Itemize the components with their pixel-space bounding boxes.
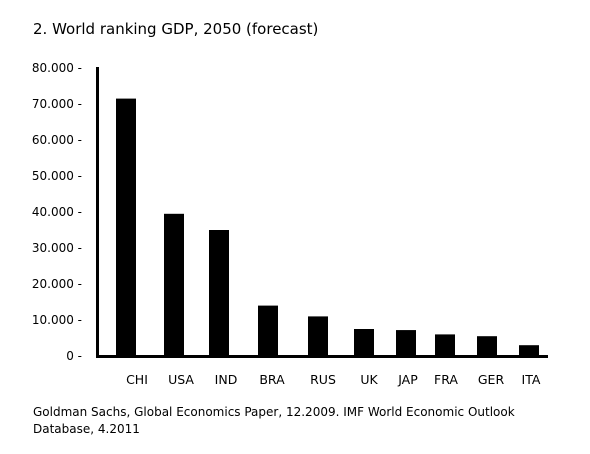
x-tick-label-ind: IND [215, 372, 238, 387]
x-tick-label-jap: JAP [397, 372, 418, 387]
y-tick-label: 40.000 - [32, 205, 82, 219]
x-tick-label-bra: BRA [259, 372, 285, 387]
x-tick-label-uk: UK [360, 372, 378, 387]
y-axis-ticks: 0 - 10.000 - 20.000 - 30.000 - 40.000 - 50.00… [32, 61, 82, 363]
bar-jap [396, 330, 416, 356]
x-tick-label-chi: CHI [126, 372, 148, 387]
bar-ind [209, 230, 229, 356]
bar-ita [519, 345, 539, 356]
bar-fra [435, 334, 455, 356]
y-tick-label: 20.000 - [32, 277, 82, 291]
x-tick-label-usa: USA [168, 372, 194, 387]
x-axis-labels: CHI USA IND BRA RUS UK JAP FRA GER ITA [126, 372, 541, 387]
y-tick-label: 0 - [66, 349, 82, 363]
x-tick-label-fra: FRA [434, 372, 458, 387]
bar-usa [164, 213, 184, 356]
y-tick-label: 70.000 - [32, 97, 82, 111]
y-tick-label: 80.000 - [32, 61, 82, 75]
bars [116, 98, 539, 356]
y-tick-label: 30.000 - [32, 241, 82, 255]
y-tick-label: 10.000 - [32, 313, 82, 327]
chart-title: 2. World ranking GDP, 2050 (forecast) [33, 20, 319, 38]
bar-ger [477, 336, 497, 356]
bar-chart: 0 - 10.000 - 20.000 - 30.000 - 40.000 - 50.00… [32, 61, 548, 387]
x-tick-label-ger: GER [478, 372, 505, 387]
bar-rus [308, 316, 328, 356]
y-tick-label: 50.000 - [32, 169, 82, 183]
y-tick-label: 60.000 - [32, 133, 82, 147]
x-tick-label-rus: RUS [310, 372, 336, 387]
bar-bra [258, 305, 278, 356]
bar-uk [354, 329, 374, 356]
bar-chi [116, 98, 136, 356]
x-tick-label-ita: ITA [522, 372, 541, 387]
source-note: Goldman Sachs, Global Economics Paper, 1… [33, 405, 515, 436]
